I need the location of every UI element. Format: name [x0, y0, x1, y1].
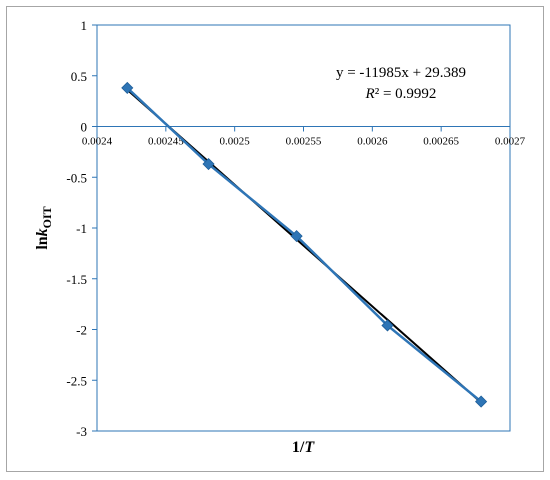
y-tick-label: -2 — [76, 323, 87, 338]
trendline-equation: y = -11985x + 29.389 — [336, 65, 466, 81]
y-tick-label: 0 — [81, 120, 88, 135]
data-point — [290, 230, 303, 243]
series-layer — [121, 81, 488, 408]
y-axis-title: lnkOIT — [34, 206, 54, 249]
r-symbol: R — [365, 86, 375, 102]
x-tick-label: 0.0024 — [82, 136, 113, 148]
x-axis-title-main: 1/ — [292, 439, 305, 456]
y-axis-title-sub: OIT — [40, 206, 54, 228]
plot-area — [96, 24, 511, 432]
x-axis-title-italic: T — [304, 439, 315, 456]
y-tick-label: -0.5 — [66, 170, 87, 185]
y-axis-title-main: ln — [34, 236, 51, 249]
x-tick-label: 0.00245 — [148, 136, 184, 148]
y-tick-label: -3 — [76, 424, 87, 439]
y-tick-label: 0.5 — [71, 69, 87, 84]
x-tick-label: 0.0025 — [220, 136, 251, 148]
y-axis-title-italic: k — [34, 228, 51, 236]
x-tick-label: 0.0026 — [357, 136, 388, 148]
x-axis-title: 1/T — [292, 439, 315, 456]
y-tick-label: -1 — [76, 221, 87, 236]
y-axis-ticks: 1 0.5 0 -0.5 -1 -1.5 -2 -2.5 -3 — [66, 18, 97, 439]
y-tick-label: -1.5 — [66, 272, 87, 287]
r-squared-value: ² = 0.9992 — [375, 86, 437, 102]
x-tick-label: 0.00255 — [286, 136, 322, 148]
y-tick-label: -2.5 — [66, 373, 87, 388]
x-tick-label: 0.00265 — [423, 136, 459, 148]
data-point — [202, 157, 215, 171]
data-point — [121, 81, 134, 94]
y-tick-label: 1 — [81, 18, 88, 33]
x-tick-label: 0.0027 — [495, 136, 526, 148]
data-point — [475, 395, 488, 408]
r-squared-label: R² = 0.9992 — [365, 86, 437, 102]
data-point — [381, 319, 394, 332]
x-axis: 0.0024 0.00245 0.0025 0.00255 0.0026 0.00265 0… — [82, 126, 526, 148]
